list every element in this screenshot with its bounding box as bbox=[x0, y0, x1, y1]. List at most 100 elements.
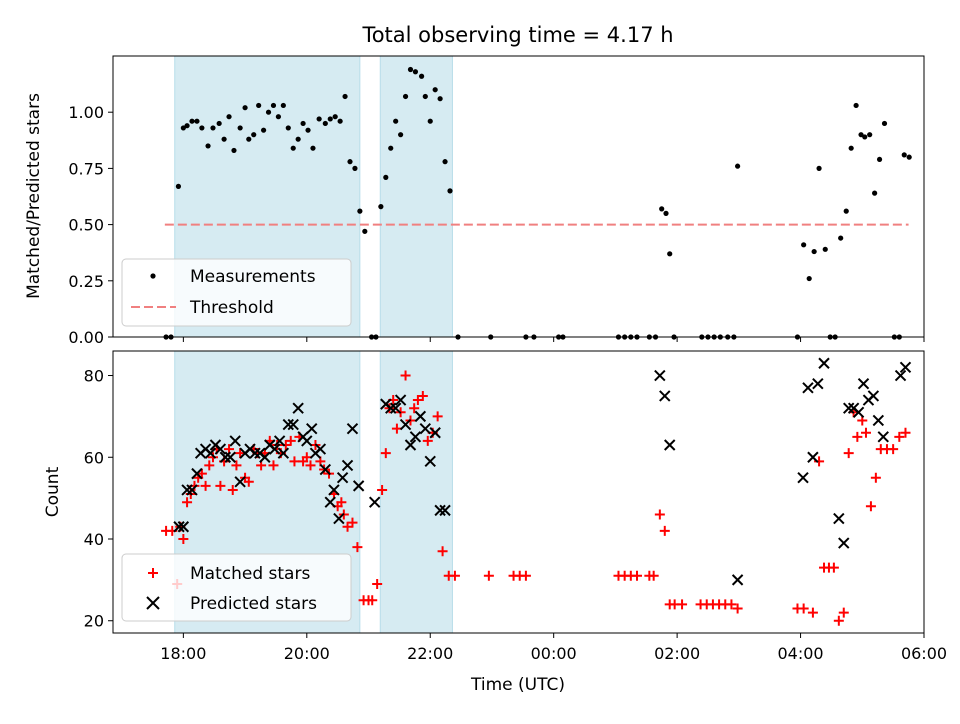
legend-predicted-marker bbox=[146, 596, 160, 610]
matched-star-point bbox=[285, 435, 296, 446]
measurement-point bbox=[327, 116, 333, 122]
matched-star-point bbox=[814, 456, 825, 467]
measurement-point bbox=[221, 136, 227, 142]
predicted-star-point bbox=[352, 480, 365, 492]
matched-star-point bbox=[377, 484, 388, 495]
measurement-point bbox=[310, 145, 316, 151]
measurement-point bbox=[659, 206, 665, 212]
measurement-point bbox=[322, 120, 328, 127]
matched-star-point bbox=[449, 570, 460, 581]
ratio-panel-y-axis-label: Matched/Predicted stars bbox=[24, 93, 44, 299]
legend-box bbox=[121, 258, 352, 327]
predicted-star-point bbox=[802, 382, 814, 394]
matched-star-point bbox=[828, 562, 839, 573]
predicted-star-point bbox=[818, 357, 830, 369]
measurement-point bbox=[226, 114, 232, 120]
predicted-star-point bbox=[277, 447, 290, 459]
matched-star-point bbox=[833, 615, 844, 626]
measurement-point bbox=[205, 143, 211, 149]
measurement-point bbox=[876, 156, 883, 163]
y-tick-label: 1.00 bbox=[68, 103, 104, 122]
matched-star-point bbox=[632, 570, 643, 581]
matched-star-point bbox=[852, 431, 863, 442]
matched-star-point bbox=[798, 603, 809, 614]
measurement-point bbox=[398, 132, 404, 138]
matched-star-point bbox=[417, 390, 428, 401]
measurement-point bbox=[352, 165, 358, 171]
predicted-star-point bbox=[173, 521, 185, 533]
predicted-star-point bbox=[833, 512, 845, 525]
measurement-point bbox=[256, 102, 262, 109]
matched-star-point bbox=[483, 570, 494, 581]
predicted-star-point bbox=[429, 427, 441, 439]
matched-star-point bbox=[843, 448, 854, 459]
predicted-star-point bbox=[867, 390, 880, 402]
measurement-point bbox=[388, 145, 394, 151]
matched-star-point bbox=[409, 403, 420, 414]
shaded-interval-2 bbox=[379, 55, 453, 338]
predicted-star-point bbox=[234, 476, 246, 488]
ratio-panel-legend: Measurements Threshold bbox=[121, 258, 352, 327]
measurement-point bbox=[881, 120, 888, 127]
measurement-point bbox=[260, 127, 267, 133]
matched-star-point bbox=[235, 448, 246, 459]
predicted-star-point bbox=[306, 422, 318, 435]
measurement-point bbox=[305, 127, 311, 133]
measurement-point bbox=[237, 125, 243, 131]
measurement-point bbox=[280, 102, 286, 109]
predicted-star-point bbox=[434, 504, 446, 517]
y-tick-label: 80 bbox=[84, 367, 104, 386]
matched-star-point bbox=[227, 484, 238, 495]
matched-star-point bbox=[200, 480, 211, 491]
predicted-star-point bbox=[186, 484, 198, 496]
predicted-star-point bbox=[249, 447, 261, 459]
predicted-star-point bbox=[191, 467, 203, 480]
x-tick-label: 00:00 bbox=[531, 644, 577, 663]
measurement-point bbox=[901, 152, 907, 158]
legend-matched-marker bbox=[148, 568, 158, 578]
matched-star-point bbox=[520, 570, 531, 581]
legend-threshold-label: Threshold bbox=[189, 298, 274, 318]
matched-star-point bbox=[347, 517, 358, 528]
x-axis-label: Time (UTC) bbox=[470, 675, 565, 695]
matched-star-point bbox=[807, 607, 818, 618]
measurement-point bbox=[811, 248, 817, 255]
legend-box bbox=[121, 553, 352, 622]
predicted-star-point bbox=[324, 496, 336, 508]
count-panel: 20 40 60 80 18:00 20:00 22:00 00:00 02:00 04:00 0… bbox=[43, 350, 947, 695]
predicted-star-point bbox=[424, 455, 436, 468]
measurement-point bbox=[422, 93, 428, 100]
predicted-star-point bbox=[807, 451, 819, 463]
ratio-panel: 0.00 0.25 0.50 0.75 1.00 Matched/Predicted s… bbox=[24, 55, 925, 347]
measurement-point bbox=[357, 208, 363, 214]
measurement-point bbox=[447, 188, 453, 194]
measurement-point bbox=[427, 118, 433, 124]
matched-star-point bbox=[654, 509, 665, 520]
matched-star-point bbox=[372, 578, 383, 589]
ratio-panel-x-ticks bbox=[182, 337, 925, 342]
y-tick-label: 0.00 bbox=[68, 328, 104, 347]
predicted-star-point bbox=[224, 451, 236, 463]
predicted-star-point bbox=[439, 504, 451, 517]
measurement-point bbox=[362, 228, 368, 234]
matched-star-point bbox=[272, 440, 283, 450]
predicted-star-point bbox=[385, 402, 397, 414]
predicted-star-point bbox=[319, 463, 332, 476]
predicted-star-point bbox=[419, 422, 432, 435]
predicted-star-point bbox=[389, 402, 402, 414]
measurement-point bbox=[285, 125, 291, 131]
measurement-point bbox=[432, 87, 438, 93]
predicted-star-point bbox=[214, 443, 227, 455]
measurement-point bbox=[393, 118, 399, 124]
matched-star-point bbox=[900, 427, 911, 438]
predicted-star-point bbox=[399, 418, 412, 431]
predicted-star-point bbox=[368, 496, 381, 508]
predicted-star-point bbox=[219, 451, 232, 463]
y-tick-label: 0.25 bbox=[68, 272, 104, 291]
measurement-point bbox=[418, 73, 425, 79]
y-tick-label: 60 bbox=[84, 448, 104, 467]
predicted-star-point bbox=[181, 484, 193, 496]
measurement-point bbox=[199, 125, 205, 131]
predicted-star-point bbox=[204, 447, 217, 459]
